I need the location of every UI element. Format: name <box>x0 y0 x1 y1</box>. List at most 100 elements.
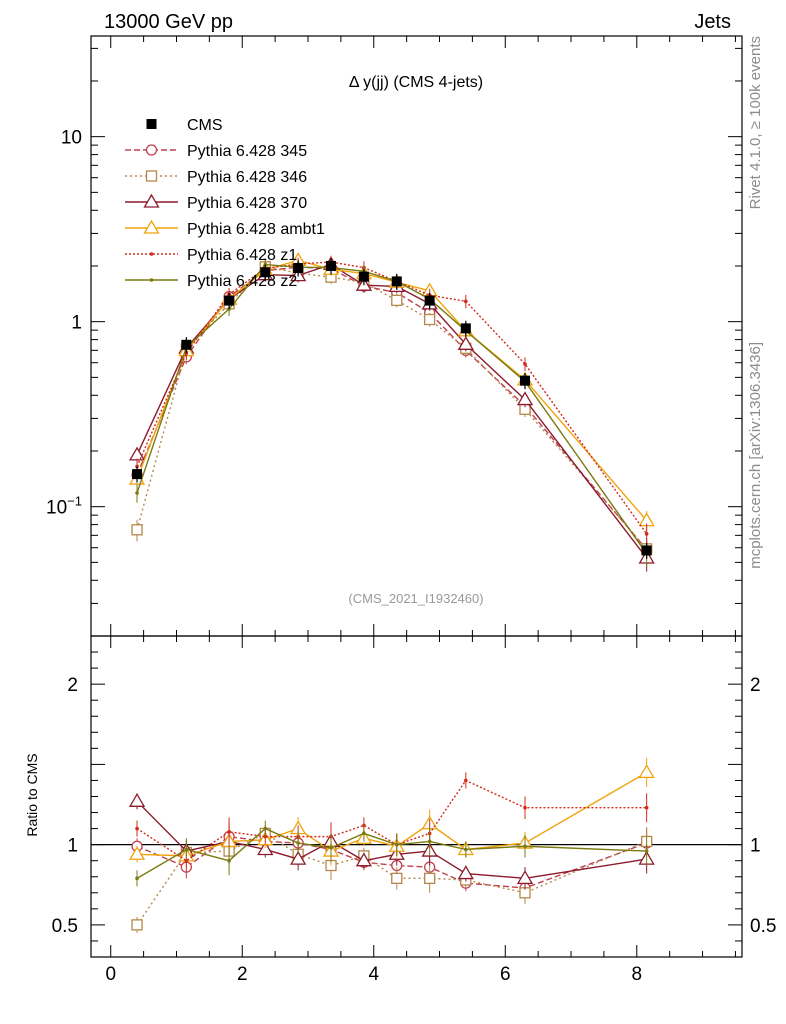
series-line <box>136 266 648 551</box>
data-point <box>293 263 304 274</box>
legend-entry: Pythia 6.428 370 <box>125 193 307 212</box>
ratio-series-marker <box>227 858 231 863</box>
ratio-series-line <box>136 800 647 880</box>
ratio-series-marker <box>227 830 231 834</box>
legend-entry: CMS <box>146 117 223 134</box>
data-point <box>391 276 402 287</box>
data-point <box>641 545 652 556</box>
series-marker <box>457 336 474 350</box>
legend-label: Pythia 6.428 z2 <box>187 273 297 290</box>
legend-marker <box>146 119 157 129</box>
legend-marker <box>149 278 154 282</box>
ratio-series-marker <box>257 841 274 856</box>
ratio-series-line <box>136 827 647 879</box>
ratio-series-marker <box>135 826 139 831</box>
chart-title: Δ y(jj) (CMS 4-jets) <box>349 74 483 91</box>
legend-entry: Pythia 6.428 z1 <box>125 247 297 264</box>
analysis-id: (CMS_2021_I1932460) <box>348 591 483 606</box>
ratio-tick-label: 0.5 <box>750 916 776 937</box>
legend-entry: Pythia 6.428 ambt1 <box>125 219 325 238</box>
ratio-panel: 0 2 4 6 8 2 2 1 1 0.5 0.5 <box>52 635 776 985</box>
ratio-series-marker <box>131 919 143 931</box>
x-tick-label: 8 <box>631 964 642 985</box>
legend-entry: Pythia 6.428 346 <box>125 169 307 186</box>
series-marker <box>391 294 403 307</box>
ratio-series-line <box>136 779 647 862</box>
series-marker <box>644 532 649 536</box>
ratio-series-marker <box>464 778 468 783</box>
data-point <box>132 469 143 480</box>
ratio-frame <box>90 635 743 958</box>
ratio-series-marker <box>394 842 399 847</box>
ratio-series-marker <box>523 844 527 849</box>
ratio-series-0 <box>131 822 653 900</box>
legend-marker <box>143 219 160 234</box>
ratio-series-marker <box>638 764 655 779</box>
main-panel: 10 1 10−1 <box>46 35 743 957</box>
ratio-series-line <box>136 835 647 889</box>
data-series <box>132 258 652 559</box>
legend-label: Pythia 6.428 370 <box>187 195 307 212</box>
y-tick-label: 10−1 <box>46 494 82 519</box>
header-right: Jets <box>694 11 731 33</box>
data-point <box>460 323 471 334</box>
data-point <box>224 295 235 306</box>
series-marker <box>135 491 139 495</box>
ratio-series-marker <box>516 870 534 885</box>
y-tick-label: 1 <box>71 313 82 334</box>
ratio-series-marker <box>290 850 307 865</box>
legend: CMS Pythia 6.428 345 Pythia 6.428 346 Pythi… <box>125 117 325 290</box>
data-point <box>181 339 192 350</box>
legend-label: Pythia 6.428 ambt1 <box>187 221 325 238</box>
data-point <box>520 375 530 386</box>
legend-entry: Pythia 6.428 z2 <box>125 273 297 290</box>
ratio-tick-label: 1 <box>750 836 761 857</box>
ratio-ylabel: Ratio to CMS <box>24 753 40 836</box>
series-marker <box>516 391 534 406</box>
ratio-series-marker <box>355 852 373 867</box>
series-1 <box>131 260 653 562</box>
ratio-tick-label: 1 <box>67 836 78 857</box>
x-tick-label: 6 <box>500 964 511 985</box>
ratio-series-marker <box>424 872 436 885</box>
ratio-series-marker <box>427 839 432 844</box>
legend-label: Pythia 6.428 346 <box>187 169 307 186</box>
ratio-series-1 <box>131 825 653 933</box>
series-marker <box>464 299 468 304</box>
ratio-series-5 <box>135 820 649 887</box>
ratio-series-marker <box>644 849 649 853</box>
ratio-series-marker <box>644 805 649 810</box>
y-tick-label: 10 <box>61 128 82 149</box>
series-marker <box>131 524 143 536</box>
mcplots-label: mcplots.cern.ch [arXiv:1306.3436] <box>747 342 764 569</box>
ratio-series-marker <box>128 793 146 807</box>
x-tick-label: 4 <box>368 964 379 985</box>
x-tick-label: 2 <box>237 964 248 985</box>
legend-entry: Pythia 6.428 345 <box>125 143 307 160</box>
ratio-series-marker <box>457 865 474 880</box>
data-point <box>260 267 271 278</box>
series-line <box>136 266 648 550</box>
ratio-series-marker <box>329 846 333 850</box>
ratio-tick-label: 0.5 <box>52 916 78 937</box>
rivet-label: Rivet 4.1.0, ≥ 100k events <box>747 36 764 209</box>
ratio-series-marker <box>362 831 366 836</box>
ratio-series-marker <box>263 826 268 831</box>
legend-marker <box>145 144 158 156</box>
x-tick-label: 0 <box>105 964 116 985</box>
ratio-series-marker <box>296 841 300 845</box>
ratio-series-marker <box>523 805 527 810</box>
legend-marker <box>145 170 158 182</box>
series-line <box>136 263 648 555</box>
series-marker <box>523 362 527 366</box>
legend-label: CMS <box>187 117 223 134</box>
data-point <box>358 271 369 282</box>
data-point <box>424 295 435 306</box>
series-line <box>136 261 648 535</box>
ratio-tick-label: 2 <box>750 675 761 696</box>
legend-label: Pythia 6.428 z1 <box>187 247 297 264</box>
legend-marker <box>143 193 160 208</box>
series-line <box>136 263 648 559</box>
data-point <box>326 260 337 271</box>
ratio-series-marker <box>391 872 403 885</box>
